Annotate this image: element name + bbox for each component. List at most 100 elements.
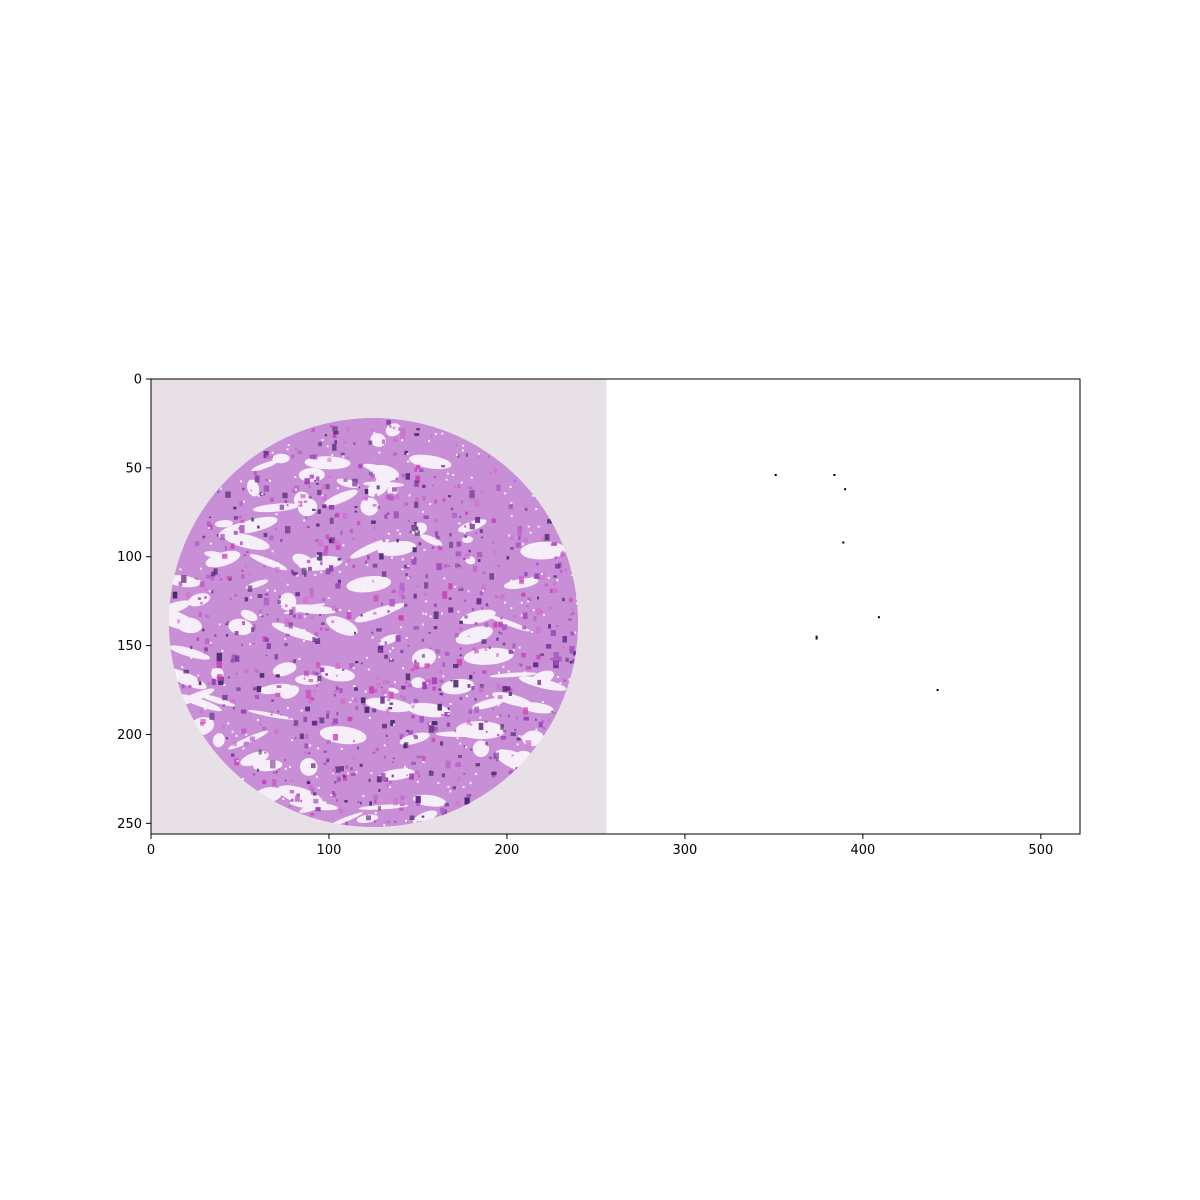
tissue-cell [438,688,442,691]
plot-area [151,379,1080,834]
tissue-cell [203,651,208,655]
tissue-cell [321,494,327,501]
tissue-cell [421,638,424,642]
tissue-cell [422,484,426,488]
tissue-speck [355,771,358,774]
tissue-cell [358,463,363,469]
tissue-cell [238,527,240,530]
tissue-cell [436,563,442,571]
tissue-cell [413,699,419,703]
tissue-cell [308,784,313,790]
tissue-cell [399,802,405,807]
tissue-cell [457,754,462,758]
tissue-lumen [271,622,319,642]
tissue-cell [393,452,398,456]
tissue-cell [230,543,235,550]
tissue-speck [574,631,577,634]
tissue-lumen [377,540,417,557]
tissue-cell [455,563,459,568]
tissue-lumen [293,491,310,508]
tissue-cell [392,760,394,764]
tissue-speck [261,492,264,495]
tissue-cell [252,642,255,645]
tissue-cell [536,562,539,566]
tissue-cell [402,505,405,508]
tissue-cell [313,689,316,692]
tissue-cell [409,746,413,749]
tissue-cell [410,668,415,672]
tissue-lumen [214,520,233,528]
tissue-cell [244,564,247,568]
tissue-cell [275,770,278,774]
tissue-speck [321,494,324,497]
tissue-cell [535,608,541,616]
tissue-cell [360,697,366,704]
tissue-cell [332,426,338,432]
tissue-cell [194,577,198,580]
tissue-cell [317,539,323,547]
tissue-cell [259,673,265,678]
tissue-cell [373,537,376,541]
tissue-cell [269,497,274,502]
tissue-cell [308,495,312,499]
tissue-speck [516,743,519,746]
tissue-cell [205,614,210,618]
tissue-cell [562,636,567,643]
tissue-cell [234,594,238,597]
tissue-lumen [487,614,531,632]
tissue-cell [284,643,288,647]
y-tick-label: 200 [117,728,142,743]
tissue-cell [304,670,309,677]
tissue-speck [540,572,543,575]
tissue-cell [202,628,205,632]
tissue-cell [399,736,403,740]
tissue-speck [559,682,562,684]
tissue-speck [373,432,376,435]
tissue-speck [342,544,345,547]
tissue-cell [505,686,511,691]
tissue-speck [556,579,559,582]
tissue-cell [249,715,252,718]
tissue-cell [524,572,528,577]
tissue-speck [305,675,308,678]
tissue-lumen [299,758,318,776]
tissue-cell [457,776,461,781]
tissue-speck [460,481,463,484]
tissue-cell [362,703,365,706]
tissue-cell [416,464,421,469]
tissue-speck [320,571,323,574]
tissue-cell [489,573,494,580]
tissue-speck [452,474,455,476]
tissue-cell [448,607,454,613]
tissue-cell [336,674,338,677]
tissue-cell [555,563,561,569]
tissue-speck [315,775,318,778]
tissue-cell [384,514,388,519]
tissue-cell [510,732,516,737]
tissue-cell [427,663,431,666]
tissue-cell [471,608,475,611]
tissue-cell [519,576,525,585]
tissue-speck [506,651,509,654]
tissue-cell [485,603,489,607]
tissue-cell [304,573,307,577]
tissue-cell [197,676,201,682]
tissue-cell [271,500,274,502]
tissue-cell [372,504,377,507]
tissue-cell [207,682,210,685]
tissue-speck [280,567,283,569]
tissue-cell [518,535,521,541]
tissue-lumen [240,609,258,622]
tissue-cell [499,594,505,600]
tissue-cell [468,549,471,553]
tissue-cell [452,512,458,519]
tissue-cell [291,488,297,493]
tissue-cell [411,703,415,709]
tissue-lumen [176,617,202,634]
tissue-speck [510,696,513,699]
tissue-cell [241,728,247,734]
y-tick-label: 0 [134,373,142,388]
tissue-cell [413,626,419,630]
tissue-cell [216,661,222,669]
tissue-cell [568,618,572,621]
